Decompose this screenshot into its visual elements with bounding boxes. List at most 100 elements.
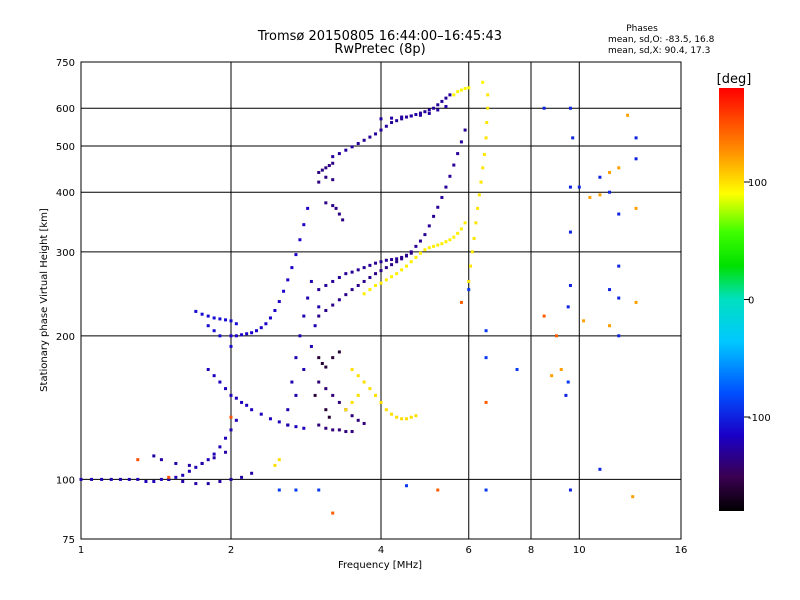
data-point — [327, 415, 331, 419]
data-point — [598, 467, 602, 471]
data-point — [306, 206, 310, 210]
data-point — [432, 214, 436, 218]
x-tick-label: 16 — [675, 545, 688, 556]
data-point — [414, 414, 418, 418]
data-point — [374, 393, 378, 397]
data-point — [484, 356, 488, 360]
data-point — [634, 300, 638, 304]
data-point — [234, 418, 238, 422]
data-point — [224, 318, 228, 322]
data-point — [550, 374, 554, 378]
x-tick-label: 10 — [573, 545, 586, 556]
data-point — [356, 418, 360, 422]
data-point — [452, 93, 456, 97]
data-point — [206, 314, 210, 318]
data-point — [368, 288, 372, 292]
y-axis-ticks: 75 100 200 300 400 500 600 750 — [56, 58, 75, 546]
data-point — [324, 201, 328, 205]
data-point — [374, 283, 378, 287]
data-point — [100, 477, 104, 481]
data-point — [331, 279, 335, 283]
data-point — [440, 99, 444, 103]
data-point — [268, 316, 272, 320]
data-point — [400, 117, 404, 121]
y-axis-label: Stationary phase Virtual Height [km] — [39, 208, 50, 392]
data-point — [384, 278, 388, 282]
data-point — [250, 471, 254, 475]
colorbar: [deg] 100 0 -100 — [717, 72, 771, 511]
data-point — [212, 452, 216, 456]
data-point — [634, 206, 638, 210]
data-point — [452, 235, 456, 239]
data-point — [566, 380, 570, 384]
data-point — [245, 332, 249, 336]
data-point — [286, 408, 290, 412]
data-point — [484, 488, 488, 492]
data-point — [317, 288, 321, 292]
data-point — [598, 175, 602, 179]
data-point — [294, 356, 298, 360]
data-point — [486, 106, 490, 110]
data-point — [286, 423, 290, 427]
data-point — [136, 458, 140, 462]
data-point — [409, 251, 413, 255]
colorbar-tick-label: 100 — [748, 178, 767, 189]
data-point — [400, 417, 404, 421]
chart-title: Tromsø 20150805 16:44:00–16:45:43 — [257, 29, 502, 44]
data-point — [444, 105, 448, 109]
data-point — [390, 275, 394, 279]
data-point — [608, 324, 612, 328]
data-point — [152, 454, 156, 458]
data-point — [152, 479, 156, 483]
data-point — [568, 230, 572, 234]
data-point — [444, 185, 448, 189]
data-point — [218, 317, 222, 321]
data-point — [259, 326, 263, 330]
data-point — [313, 393, 317, 397]
data-point — [331, 161, 335, 165]
legend-title: Phases — [626, 24, 658, 34]
colorbar-ticks: 100 0 -100 — [744, 178, 771, 424]
data-point — [337, 276, 341, 280]
data-point — [414, 255, 418, 259]
data-point — [294, 488, 298, 492]
data-point — [448, 93, 452, 97]
data-point — [440, 242, 444, 246]
y-tick-label: 500 — [56, 142, 75, 153]
data-point — [467, 279, 471, 283]
data-point — [320, 361, 324, 365]
data-point — [229, 428, 233, 432]
data-point — [229, 415, 233, 419]
data-point — [395, 415, 399, 419]
x-tick-label: 8 — [528, 545, 534, 556]
x-tick-label: 1 — [78, 545, 84, 556]
data-point — [331, 393, 335, 397]
data-point — [356, 374, 360, 378]
data-point — [617, 334, 621, 338]
data-point — [444, 240, 448, 244]
data-point — [302, 426, 306, 430]
data-point — [379, 269, 383, 273]
x-axis-ticks: 1 2 4 6 8 10 16 — [78, 545, 688, 556]
x-tick-label: 6 — [466, 545, 472, 556]
data-point — [571, 136, 575, 140]
data-point — [400, 268, 404, 272]
data-point — [479, 180, 483, 184]
data-point — [159, 477, 163, 481]
data-point — [414, 244, 418, 248]
data-point — [331, 178, 335, 182]
data-point — [294, 393, 298, 397]
data-point — [476, 206, 480, 210]
data-point — [194, 482, 198, 486]
data-point — [136, 477, 140, 481]
data-point — [167, 477, 171, 481]
data-point — [273, 463, 277, 467]
data-point — [362, 138, 366, 142]
data-point — [379, 281, 383, 285]
data-point — [384, 258, 388, 262]
data-point — [302, 367, 306, 371]
data-point — [395, 257, 399, 261]
data-point — [350, 270, 354, 274]
data-point — [374, 261, 378, 265]
